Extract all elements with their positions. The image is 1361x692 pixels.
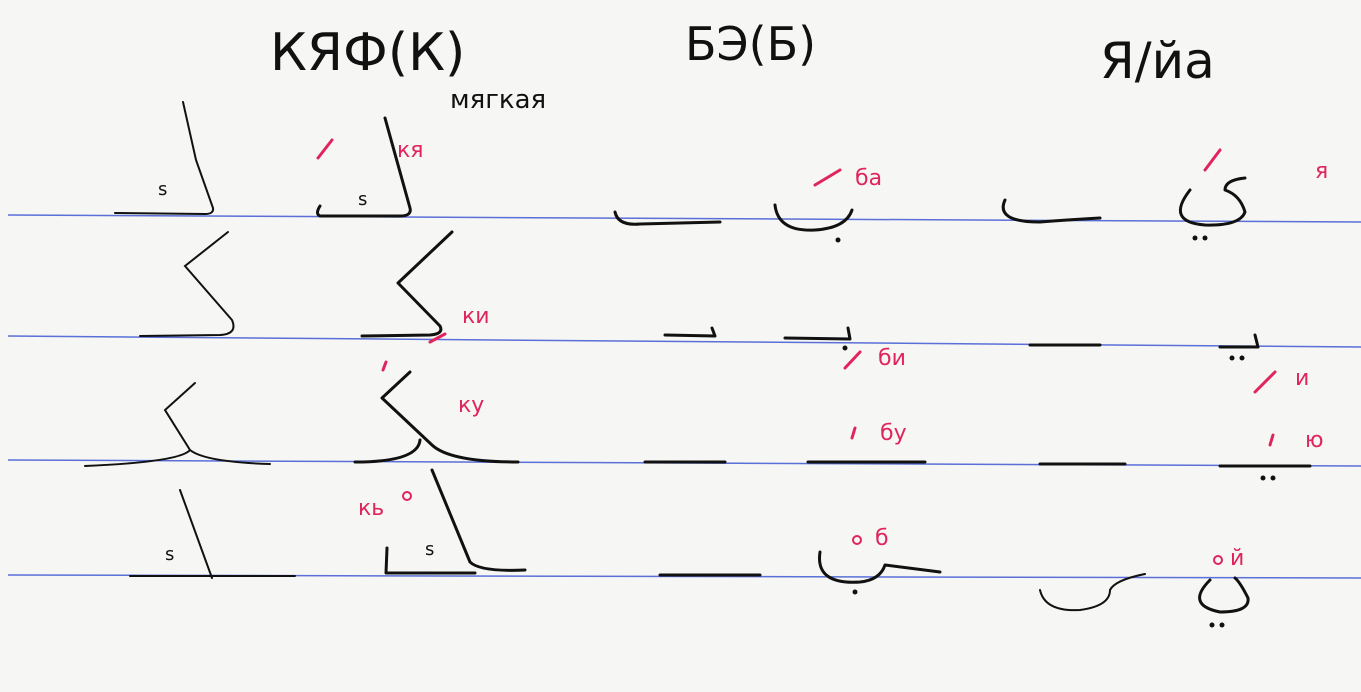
label: ку [458,393,484,418]
heading: Я/йа [1100,32,1215,90]
svg-text:s: s [165,544,174,565]
ba-strokes [613,203,942,595]
svg-text:s: s [425,539,434,560]
label: ба [855,166,882,191]
svg-text:s: s [358,189,367,210]
label: бу [880,421,907,446]
kaf-strokes: s s s s [84,101,527,579]
heading: КЯФ(К) [270,23,465,83]
label: и [1295,366,1309,391]
label: ки [462,304,490,329]
heading: БЭ(Б) [685,17,816,71]
svg-text:s: s [158,179,167,200]
label: кя [397,138,424,163]
label: би [878,346,906,371]
label: ю [1305,428,1324,453]
label: й [1230,546,1244,571]
label: б [875,526,889,551]
label: я [1315,159,1328,184]
red-marks [316,138,1277,565]
ya-strokes [1001,176,1312,628]
label: кь [358,496,384,521]
subtitle: мягкая [450,85,546,115]
